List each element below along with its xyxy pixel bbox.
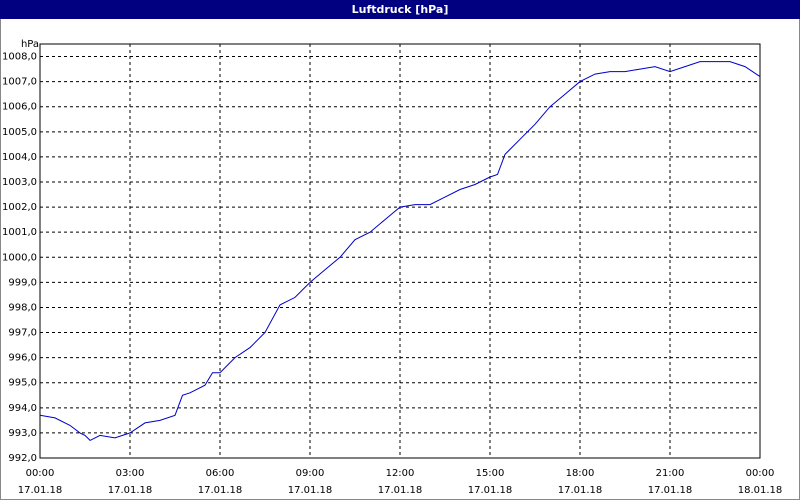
x-tick-date: 17.01.18 bbox=[288, 485, 333, 496]
x-tick-date: 17.01.18 bbox=[468, 485, 513, 496]
y-tick-label: 1001,0 bbox=[2, 227, 37, 238]
y-tick-label: 993,0 bbox=[8, 428, 37, 439]
y-tick-label: 995,0 bbox=[8, 378, 37, 389]
y-tick-label: 994,0 bbox=[8, 403, 37, 414]
y-tick-label: 996,0 bbox=[8, 353, 37, 364]
x-tick-label: 03:00 bbox=[116, 468, 145, 479]
x-tick-date: 17.01.18 bbox=[648, 485, 693, 496]
y-tick-label: 1006,0 bbox=[2, 102, 37, 113]
y-tick-label: 1004,0 bbox=[2, 152, 37, 163]
x-tick-label: 21:00 bbox=[656, 468, 685, 479]
x-tick-label: 12:00 bbox=[386, 468, 415, 479]
x-tick-label: 00:00 bbox=[26, 468, 55, 479]
x-tick-label: 09:00 bbox=[296, 468, 325, 479]
x-tick-date: 17.01.18 bbox=[108, 485, 153, 496]
x-tick-date: 18.01.18 bbox=[738, 485, 783, 496]
y-tick-label: 1008,0 bbox=[2, 52, 37, 63]
x-tick-date: 17.01.18 bbox=[18, 485, 63, 496]
y-tick-label: 1005,0 bbox=[2, 127, 37, 138]
x-tick-label: 00:00 bbox=[746, 468, 775, 479]
y-tick-label: 1002,0 bbox=[2, 202, 37, 213]
x-tick-label: 18:00 bbox=[566, 468, 595, 479]
title-bar bbox=[0, 0, 800, 19]
x-tick-label: 06:00 bbox=[206, 468, 235, 479]
x-tick-label: 15:00 bbox=[476, 468, 505, 479]
data-line bbox=[39, 61, 761, 442]
y-tick-label: 998,0 bbox=[8, 302, 37, 313]
y-tick-label: 1003,0 bbox=[2, 177, 37, 188]
y-tick-label: 999,0 bbox=[8, 277, 37, 288]
y-axis-label: hPa bbox=[21, 39, 39, 50]
x-tick-date: 17.01.18 bbox=[378, 485, 423, 496]
x-tick-date: 17.01.18 bbox=[198, 485, 243, 496]
x-tick-date: 17.01.18 bbox=[558, 485, 603, 496]
y-tick-label: 1007,0 bbox=[2, 77, 37, 88]
chart-title: Luftdruck [hPa] bbox=[352, 3, 449, 16]
y-tick-label: 997,0 bbox=[8, 328, 37, 339]
y-tick-label: 1000,0 bbox=[2, 252, 37, 263]
y-tick-label: 992,0 bbox=[8, 453, 37, 464]
